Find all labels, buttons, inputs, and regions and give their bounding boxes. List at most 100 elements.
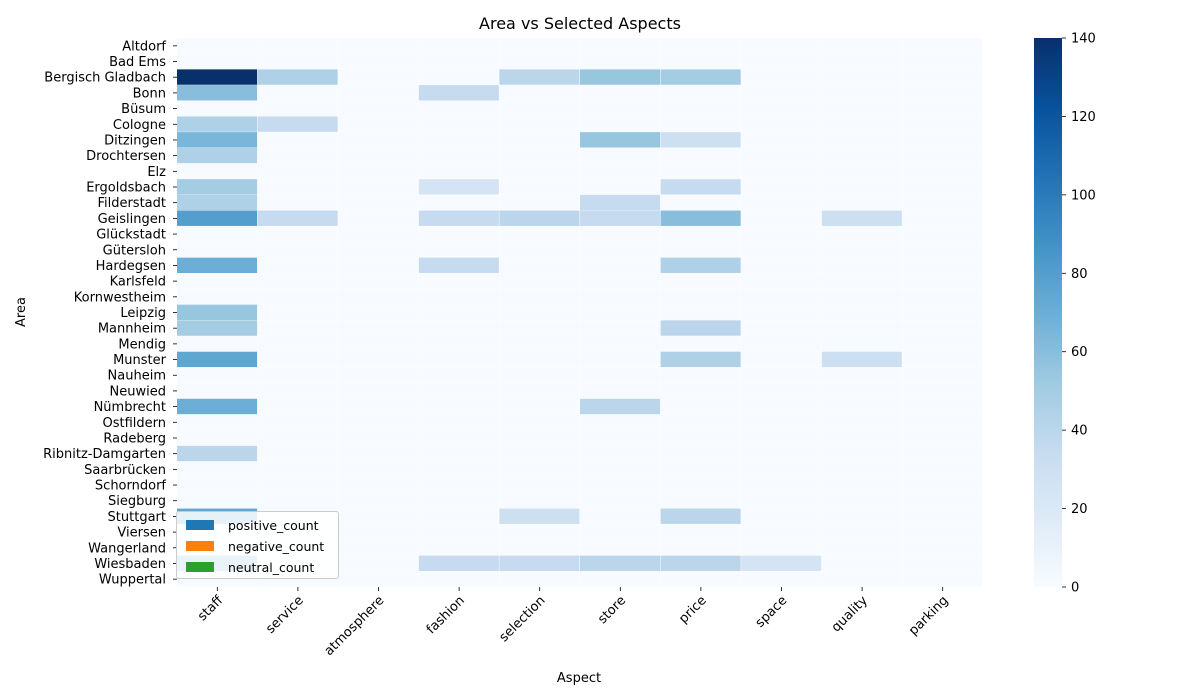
heatmap-cell: [741, 257, 822, 273]
heatmap-cell: [418, 85, 499, 101]
colorbar-tick-label: 140: [1071, 32, 1096, 47]
heatmap-cell: [821, 524, 902, 540]
x-axis-label: Aspect: [557, 671, 601, 686]
heatmap-cell: [580, 508, 661, 524]
heatmap-cell: [821, 461, 902, 477]
heatmap-cell: [741, 398, 822, 415]
y-tick-label: Glückstadt: [96, 228, 166, 243]
colorbar-tick-label: 20: [1071, 502, 1088, 517]
heatmap-cell: [821, 132, 902, 148]
heatmap-highlight-cell: [660, 564, 741, 567]
heatmap-cell: [338, 398, 419, 415]
heatmap-cell: [660, 508, 741, 524]
heatmap-cell: [580, 492, 661, 509]
heatmap-cell: [499, 273, 580, 289]
heatmap-cell: [580, 461, 661, 477]
heatmap-cell: [418, 336, 499, 352]
heatmap-cell: [741, 477, 822, 493]
heatmap-highlight-cell: [660, 187, 741, 191]
heatmap-cell: [177, 179, 258, 195]
heatmap-cell: [499, 38, 580, 54]
heatmap-cell: [257, 383, 338, 399]
heatmap-cell: [257, 132, 338, 148]
heatmap-cell: [580, 414, 661, 430]
y-tick-label: Bad Ems: [109, 55, 166, 70]
heatmap-cell: [821, 226, 902, 242]
heatmap-cell: [741, 85, 822, 101]
heatmap-cell: [338, 53, 419, 70]
heatmap-cell: [902, 524, 983, 540]
heatmap-cell: [257, 69, 338, 85]
y-tick-label: Karlsfeld: [110, 275, 166, 290]
heatmap-cell: [902, 539, 983, 556]
heatmap-cell: [902, 147, 983, 164]
heatmap-cells: [177, 38, 983, 587]
heatmap-cell: [660, 367, 741, 383]
heatmap-cell: [821, 116, 902, 132]
heatmap-cell: [418, 163, 499, 179]
heatmap-cell: [660, 116, 741, 132]
heatmap-cell: [821, 383, 902, 399]
heatmap-highlight-cell: [660, 140, 741, 144]
heatmap-cell: [580, 336, 661, 352]
heatmap-highlight-cell: [660, 219, 741, 222]
heatmap-cell: [177, 100, 258, 117]
heatmap-highlight-cell: [580, 78, 660, 81]
heatmap-cell: [338, 430, 419, 446]
heatmap-cell: [741, 445, 822, 462]
heatmap-cell: [821, 539, 902, 556]
heatmap-cell: [418, 430, 499, 446]
heatmap-cell: [177, 430, 258, 446]
heatmap-cell: [580, 320, 661, 336]
heatmap-cell: [338, 38, 419, 54]
y-tick-label: Drochtersen: [86, 149, 166, 164]
heatmap-cell: [902, 100, 983, 117]
heatmap-cell: [177, 351, 258, 368]
heatmap-cell: [741, 336, 822, 352]
heatmap-cell: [660, 461, 741, 477]
heatmap-cell: [338, 414, 419, 430]
heatmap-cell: [418, 383, 499, 399]
heatmap-highlight-cell: [177, 93, 257, 97]
heatmap-cell: [580, 367, 661, 383]
y-tick-label: Altdorf: [122, 39, 166, 54]
y-tick-label: Gütersloh: [103, 243, 166, 258]
heatmap-highlight-cell: [177, 266, 257, 269]
heatmap-cell: [821, 304, 902, 321]
heatmap-cell: [660, 492, 741, 509]
heatmap-cell: [257, 430, 338, 446]
heatmap-cell: [902, 53, 983, 70]
heatmap-cell: [177, 445, 258, 462]
heatmap-cell: [902, 398, 983, 415]
y-tick-label: Hardegsen: [96, 259, 166, 274]
heatmap-highlight-cell: [418, 219, 499, 222]
heatmap-cell: [499, 492, 580, 509]
heatmap-cell: [257, 477, 338, 493]
x-tick-label: service: [263, 593, 307, 637]
colorbar: 0 20 40 60 80 100 120 140: [1034, 32, 1096, 596]
y-tick-label: Saarbrücken: [84, 463, 166, 478]
heatmap-highlight-cell: [418, 93, 499, 97]
heatmap-cell: [902, 179, 983, 195]
heatmap-cell: [257, 304, 338, 321]
heatmap-highlight-cell: [177, 140, 257, 144]
y-tick-label: Wuppertal: [99, 573, 166, 588]
heatmap-cell: [499, 226, 580, 242]
x-tick-label: quality: [829, 593, 871, 635]
heatmap-cell: [177, 147, 258, 164]
heatmap-cell: [580, 210, 661, 226]
heatmap-cell: [257, 116, 338, 132]
heatmap-cell: [902, 383, 983, 399]
heatmap-cell: [257, 445, 338, 462]
heatmap-cell: [902, 194, 983, 211]
heatmap-cell: [821, 430, 902, 446]
heatmap-cell: [418, 241, 499, 258]
y-tick-label: Ergoldsbach: [86, 181, 166, 196]
heatmap-cell: [338, 492, 419, 509]
colorbar-ticks: 0 20 40 60 80 100 120 140: [1062, 32, 1096, 596]
colorbar-tick-label: 60: [1071, 345, 1088, 360]
heatmap-cell: [499, 85, 580, 101]
heatmap-cell: [660, 430, 741, 446]
heatmap-cell: [821, 336, 902, 352]
